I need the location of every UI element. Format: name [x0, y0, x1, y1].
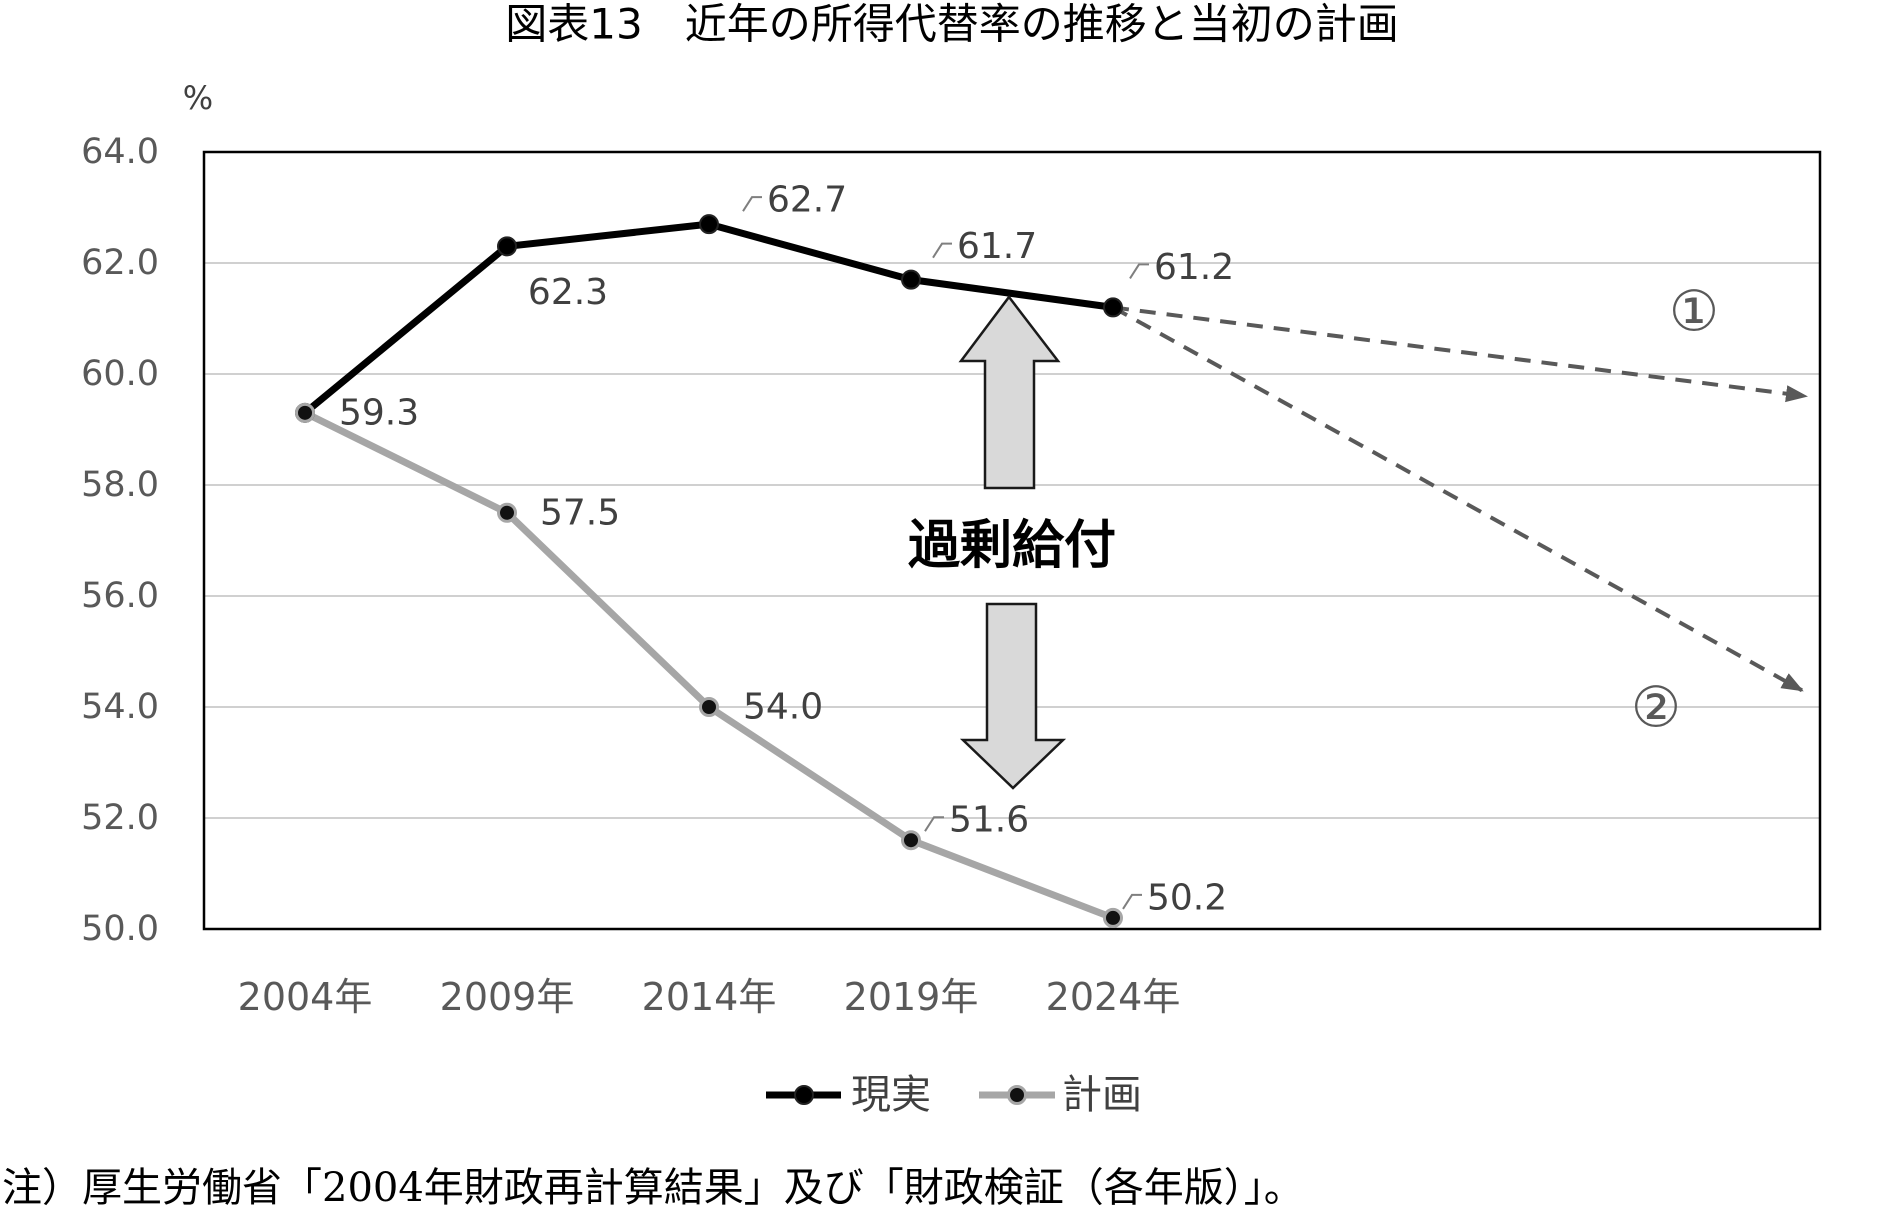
data-labels: 59.3 62.3 62.7 61.7 61.2 57.5 54.0 51.6 50.2	[339, 180, 1234, 919]
actual-point	[699, 214, 719, 235]
legend-label-actual: 現実	[851, 1072, 931, 1118]
y-tick-label: 58.0	[81, 465, 159, 505]
legend: 現実 計画	[766, 1072, 1142, 1118]
actual-data-label: 61.7	[957, 226, 1037, 267]
y-tick-label: 52.0	[81, 798, 159, 838]
plan-data-label: 50.2	[1147, 877, 1227, 918]
actual-data-label: 62.3	[528, 272, 608, 313]
actual-data-label: 62.7	[767, 180, 847, 221]
projection-label-2: ②	[1631, 676, 1681, 741]
up-arrow	[958, 294, 1061, 490]
plan-data-label: 57.5	[540, 492, 620, 533]
legend-swatch-marker	[794, 1085, 814, 1105]
down-arrow	[959, 602, 1067, 790]
data-label-leader	[932, 242, 952, 259]
plan-point	[1103, 907, 1123, 928]
legend-swatch-marker	[1007, 1085, 1027, 1105]
excess-benefit-annotation: 過剰給付	[908, 294, 1116, 790]
excess-benefit-label: 過剰給付	[908, 516, 1116, 576]
chart-title: 図表13 近年の所得代替率の推移と当初の計画	[505, 0, 1398, 49]
legend-item-actual: 現実	[766, 1072, 931, 1118]
plan-point	[699, 697, 719, 717]
projection-label-1: ①	[1669, 280, 1719, 345]
x-tick-label: 2024年	[1046, 975, 1181, 1019]
plan-point	[295, 402, 315, 423]
y-tick-label: 50.0	[81, 909, 159, 949]
x-tick-label: 2019年	[844, 975, 979, 1019]
legend-item-plan: 計画	[979, 1072, 1142, 1118]
legend-label-plan: 計画	[1062, 1072, 1142, 1118]
projections: ①②	[1112, 280, 1808, 741]
y-tick-label: 56.0	[81, 576, 159, 616]
plan-point	[901, 830, 921, 851]
actual-point	[497, 236, 517, 257]
y-axis-unit-label: %	[183, 79, 213, 117]
y-tick-label: 54.0	[81, 687, 159, 727]
plan-data-label: 54.0	[743, 687, 823, 728]
plan-point	[497, 502, 517, 523]
x-tick-label: 2004年	[238, 975, 373, 1019]
y-tick-label: 60.0	[81, 354, 159, 394]
x-tick-label: 2009年	[440, 975, 575, 1019]
data-label-leader	[742, 196, 762, 212]
actual-data-label: 59.3	[339, 392, 419, 433]
actual-data-label: 61.2	[1154, 247, 1234, 288]
actual-point	[1103, 297, 1123, 318]
plot-area-border	[202, 150, 1822, 931]
plan-data-label: 51.6	[949, 800, 1029, 841]
y-tick-label: 62.0	[81, 243, 159, 283]
y-axis-ticks: 64.0 62.0 60.0 58.0 56.0 54.0 52.0 50.0	[81, 132, 159, 949]
x-tick-label: 2014年	[642, 975, 777, 1019]
projection-line-2	[1112, 305, 1804, 693]
y-tick-label: 64.0	[81, 132, 159, 172]
source-note: 注）厚生労働省「2004年財政再計算結果」及び「財政検証（各年版）」。	[2, 1165, 1304, 1211]
data-label-leader	[1129, 263, 1149, 279]
projection-line-1	[1112, 305, 1808, 403]
x-axis-ticks: 2004年 2009年 2014年 2019年 2024年	[238, 975, 1181, 1019]
data-label-leader	[924, 816, 944, 832]
series-points	[295, 214, 1123, 928]
actual-point	[901, 269, 921, 290]
data-label-leader	[1122, 893, 1142, 910]
